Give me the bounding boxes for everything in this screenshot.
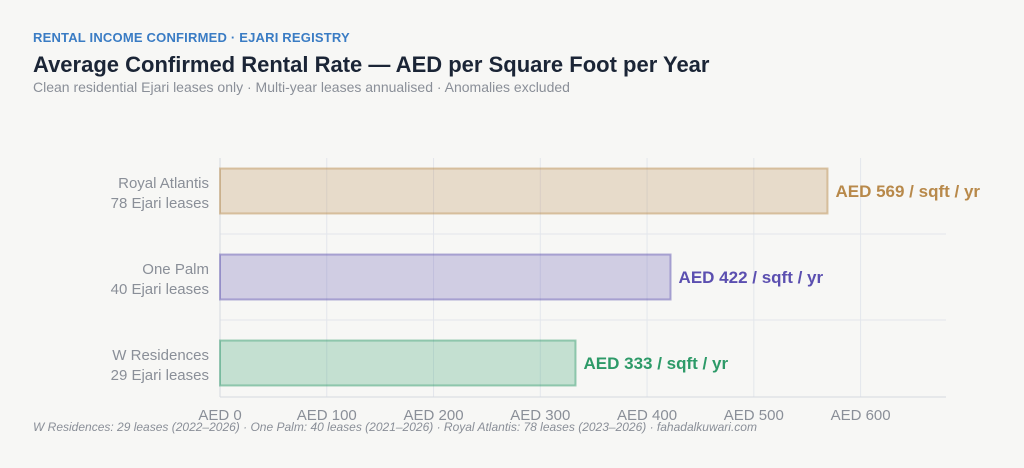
- bar-value-label: AED 422 / sqft / yr: [679, 268, 824, 287]
- chart-title: Average Confirmed Rental Rate — AED per …: [33, 52, 710, 77]
- bar: [219, 253, 672, 301]
- x-tick-label: AED 300: [510, 407, 570, 424]
- category-sublabel: 29 Ejari leases: [111, 367, 209, 384]
- category-label: W Residences: [112, 347, 209, 364]
- category-label: One Palm: [142, 261, 209, 278]
- x-tick-label: AED 500: [724, 407, 784, 424]
- chart-footnote: W Residences: 29 leases (2022–2026) · On…: [33, 420, 757, 434]
- x-tick-label: AED 0: [198, 407, 241, 424]
- x-tick-label: AED 100: [297, 407, 357, 424]
- chart-subtitle: Clean residential Ejari leases only · Mu…: [33, 79, 570, 95]
- chart-eyebrow: RENTAL INCOME CONFIRMED · EJARI REGISTRY: [33, 30, 350, 45]
- bar-value-label: AED 569 / sqft / yr: [835, 182, 980, 201]
- bar: [219, 167, 829, 215]
- x-tick-label: AED 200: [404, 407, 464, 424]
- category-sublabel: 78 Ejari leases: [111, 195, 209, 212]
- bar-value-label: AED 333 / sqft / yr: [584, 354, 729, 373]
- x-tick-label: AED 400: [617, 407, 677, 424]
- category-sublabel: 40 Ejari leases: [111, 281, 209, 298]
- category-label: Royal Atlantis: [118, 175, 209, 192]
- bar: [219, 339, 577, 387]
- x-tick-label: AED 600: [831, 407, 891, 424]
